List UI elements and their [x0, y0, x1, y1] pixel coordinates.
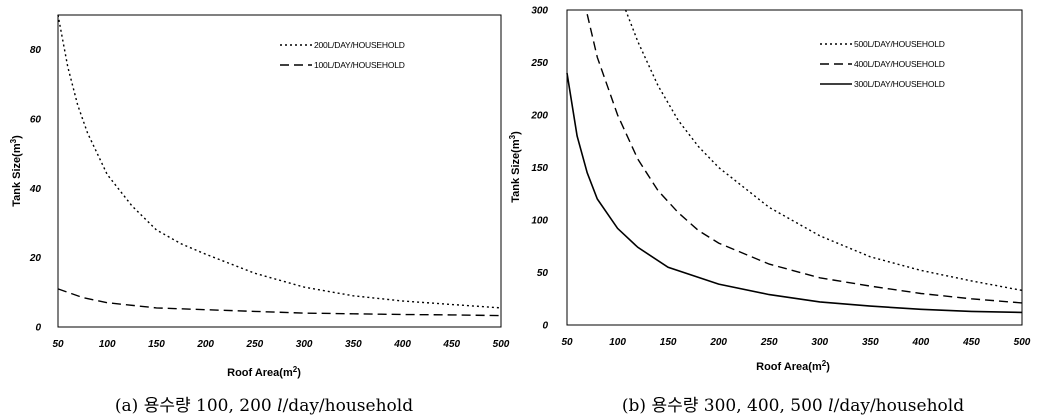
- series-line: [57, 14, 502, 309]
- x-tick-label: 50: [52, 339, 64, 350]
- series-line: [586, 14, 1023, 304]
- series-lines: [57, 14, 502, 317]
- y-tick-label: 300: [531, 6, 548, 17]
- legend-label: 300L/DAY/HOUSEHOLD: [854, 79, 945, 89]
- figure-caption: (b) 용수량 300, 400, 500 l/day/household: [622, 396, 964, 416]
- y-axis-label: Tank Size(m3): [508, 131, 523, 203]
- x-tick-label: 300: [296, 339, 313, 350]
- chart-panel-a: 50 100 150 200 250 300 350 400 450 500 0 20 40 60 80 2…: [9, 14, 510, 416]
- x-tick-label: 150: [148, 339, 165, 350]
- ticks: 50 100 150 200 250 300 350 400 450 500 0 50 100 150 20…: [530, 6, 1030, 349]
- y-tick-label: 50: [537, 268, 549, 279]
- x-tick-label: 400: [393, 339, 411, 350]
- x-tick-label: 350: [862, 337, 879, 348]
- chart-panel-b: 50 100 150 200 250 300 350 400 450 500 0 50 100 150 20…: [508, 6, 1031, 417]
- y-tick-label: 0: [35, 323, 41, 334]
- legend-label: 500L/DAY/HOUSEHOLD: [854, 39, 945, 49]
- y-tick-label: 60: [30, 115, 42, 126]
- series-line: [566, 72, 1023, 314]
- x-axis-label: Roof Area(m2): [227, 365, 301, 380]
- legend: 500L/DAY/HOUSEHOLD 400L/DAY/HOUSEHOLD 300L…: [820, 39, 945, 89]
- series-lines: [566, 9, 1023, 314]
- y-axis-label: Tank Size(m3): [9, 135, 24, 207]
- x-tick-label: 50: [561, 337, 573, 348]
- y-tick-label: 250: [530, 58, 548, 69]
- legend-label: 400L/DAY/HOUSEHOLD: [854, 59, 945, 69]
- x-tick-label: 450: [962, 337, 980, 348]
- legend-label: 100L/DAY/HOUSEHOLD: [314, 60, 405, 70]
- ticks: 50 100 150 200 250 300 350 400 450 500 0 20 40 60 80: [29, 45, 510, 350]
- x-tick-label: 350: [345, 339, 362, 350]
- legend-label: 200L/DAY/HOUSEHOLD: [314, 40, 405, 50]
- x-tick-label: 500: [493, 339, 510, 350]
- figure-caption: (a) 용수량 100, 200 l/day/household: [115, 396, 413, 416]
- x-tick-label: 450: [442, 339, 460, 350]
- x-tick-label: 100: [609, 337, 626, 348]
- x-tick-label: 250: [246, 339, 264, 350]
- x-tick-label: 400: [912, 337, 930, 348]
- plot-frame: [57, 14, 502, 328]
- y-tick-label: 40: [29, 184, 42, 195]
- series-line: [624, 9, 1023, 292]
- y-tick-label: 200: [530, 111, 548, 122]
- y-tick-label: 100: [531, 216, 548, 227]
- series-line: [57, 288, 502, 317]
- legend: 200L/DAY/HOUSEHOLD 100L/DAY/HOUSEHOLD: [280, 40, 405, 70]
- x-axis-label: Roof Area(m2): [756, 359, 830, 374]
- x-tick-label: 150: [660, 337, 677, 348]
- y-tick-label: 0: [542, 321, 548, 332]
- x-tick-label: 200: [196, 339, 214, 350]
- y-tick-label: 80: [30, 45, 42, 56]
- x-tick-label: 100: [99, 339, 116, 350]
- x-tick-label: 500: [1014, 337, 1031, 348]
- x-tick-label: 200: [709, 337, 727, 348]
- plot-frame: [566, 9, 1023, 326]
- x-tick-label: 250: [760, 337, 778, 348]
- y-tick-label: 150: [531, 163, 548, 174]
- y-tick-label: 20: [29, 253, 42, 264]
- x-tick-label: 300: [811, 337, 828, 348]
